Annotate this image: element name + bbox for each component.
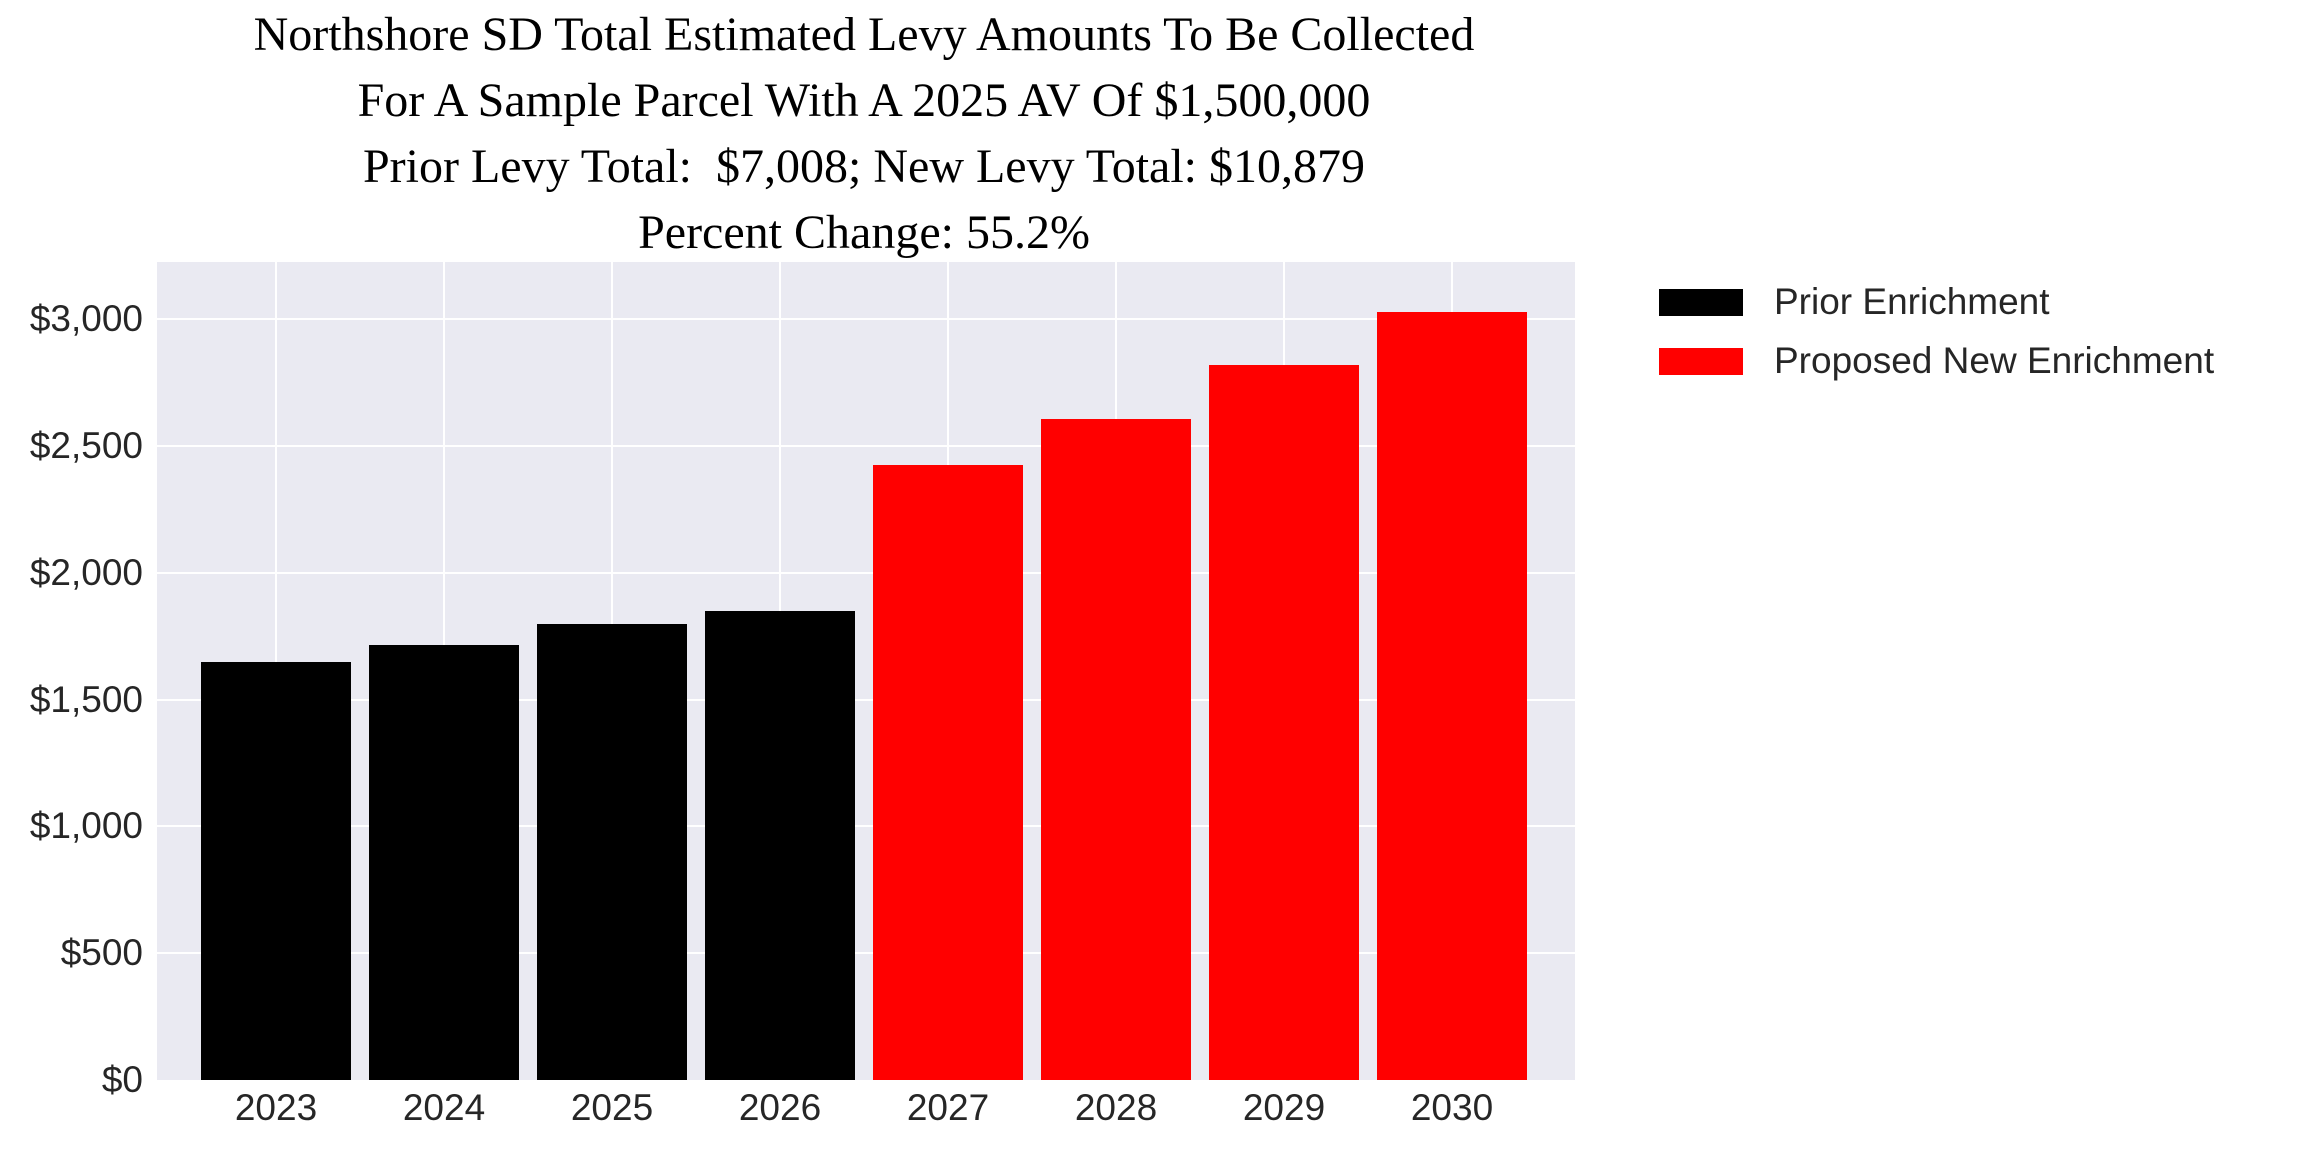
x-tick-label-2030: 2030 xyxy=(1410,1087,1494,1128)
legend-label-proposed-new-enrichment: Proposed New Enrichment xyxy=(1774,340,2215,381)
bar-2030 xyxy=(1377,311,1527,1080)
y-tick-label-2000: $2,000 xyxy=(29,551,143,593)
legend-label-prior-enrichment: Prior Enrichment xyxy=(1774,281,2050,322)
bar-2027 xyxy=(873,465,1023,1080)
y-tick-label-1500: $1,500 xyxy=(29,678,143,720)
y-tick-label-2500: $2,500 xyxy=(29,424,143,466)
chart-title-line-3: Prior Levy Total: $7,008; New Levy Total… xyxy=(362,140,1366,193)
legend-swatch-prior-enrichment xyxy=(1659,288,1743,316)
bar-2023 xyxy=(201,662,351,1080)
gridline-y-1000 xyxy=(157,825,1575,828)
legend-item-prior-enrichment: Prior Enrichment xyxy=(1659,280,2214,324)
bar-2029 xyxy=(1209,364,1359,1080)
y-tick-label-0: $0 xyxy=(101,1059,143,1100)
bar-2024 xyxy=(369,645,519,1080)
chart-title-line-2: For A Sample Parcel With A 2025 AV Of $1… xyxy=(357,74,1371,127)
chart-title-line-1: Northshore SD Total Estimated Levy Amoun… xyxy=(253,8,1475,61)
legend-item-proposed-new-enrichment: Proposed New Enrichment xyxy=(1659,339,2214,383)
x-tick-label-2023: 2023 xyxy=(234,1087,318,1128)
x-tick-label-2028: 2028 xyxy=(1074,1087,1158,1128)
bar-2028 xyxy=(1041,418,1191,1080)
x-tick-label-2024: 2024 xyxy=(402,1087,486,1128)
y-tick-label-3000: $3,000 xyxy=(29,298,143,340)
gridline-y-500 xyxy=(157,952,1575,955)
y-tick-label-500: $500 xyxy=(60,932,143,974)
chart-title-line-4: Percent Change: 55.2% xyxy=(638,206,1090,259)
gridline-y-1500 xyxy=(157,698,1575,701)
legend: Prior Enrichment Proposed New Enrichment xyxy=(1659,280,2214,398)
chart-title: Northshore SD Total Estimated Levy Amoun… xyxy=(0,2,1728,266)
x-tick-label-2027: 2027 xyxy=(906,1087,990,1128)
x-tick-label-2025: 2025 xyxy=(570,1087,654,1128)
gridline-y-3000 xyxy=(157,318,1575,321)
gridline-y-2500 xyxy=(157,444,1575,447)
bar-2026 xyxy=(705,610,855,1080)
legend-swatch-proposed-new-enrichment xyxy=(1659,347,1743,375)
x-tick-label-2026: 2026 xyxy=(738,1087,822,1128)
x-tick-label-2029: 2029 xyxy=(1242,1087,1326,1128)
y-tick-label-1000: $1,000 xyxy=(29,805,143,847)
plot-area xyxy=(157,262,1575,1080)
bar-2025 xyxy=(537,624,687,1080)
gridline-y-2000 xyxy=(157,571,1575,574)
